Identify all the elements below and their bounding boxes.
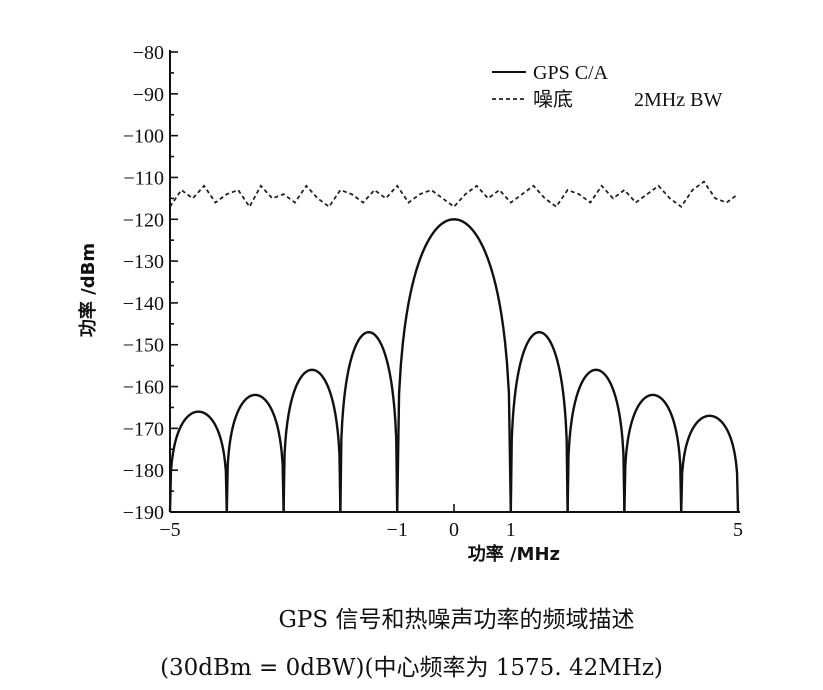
x-tick-label: 5 [733, 519, 743, 541]
side-lobe [168, 410, 228, 513]
side-lobe [225, 393, 285, 513]
y-tick-label: −190 [123, 502, 164, 524]
x-tick-label: −1 [387, 519, 408, 541]
legend-label-noise: 噪底 [533, 88, 573, 111]
side-lobe [566, 368, 626, 513]
side-lobe [339, 330, 399, 513]
y-tick-label: −110 [123, 167, 164, 189]
x-tick-label: −5 [159, 519, 180, 541]
side-lobe [680, 414, 740, 513]
x-tick-label: 1 [506, 519, 516, 541]
y-tick-label: −180 [123, 460, 164, 482]
side-lobe [623, 393, 683, 513]
bandwidth-note: 2MHz BW [634, 89, 722, 111]
y-tick-label: −80 [133, 42, 164, 64]
side-lobe [282, 368, 342, 513]
axes-group: −80−90−100−110−120−130−140−150−160−170−1… [123, 42, 743, 541]
y-tick-label: −90 [133, 84, 164, 106]
series-group [168, 180, 740, 513]
y-tick-label: −140 [123, 293, 164, 315]
noise-floor-line [169, 180, 739, 209]
y-tick-label: −170 [123, 418, 164, 440]
main-lobe [396, 218, 512, 513]
figure-caption-title: GPS 信号和热噪声功率的频域描述 [278, 607, 635, 633]
y-tick-label: −150 [123, 335, 164, 357]
y-tick-label: −120 [123, 209, 164, 231]
y-tick-label: −130 [123, 251, 164, 273]
figure-caption-note: (30dBm = 0dBW)(中心频率为 1575. 42MHz) [160, 655, 663, 681]
legend: GPS C/A 噪底 2MHz BW [492, 62, 722, 111]
y-tick-label: −100 [123, 126, 164, 148]
y-tick-label: −160 [123, 377, 164, 399]
x-axis-title: 功率 /MHz [468, 543, 560, 565]
y-axis-title: 功率 /dBm [77, 243, 99, 337]
legend-label-gps: GPS C/A [533, 62, 609, 84]
x-tick-label: 0 [449, 519, 459, 541]
chart: −80−90−100−110−120−130−140−150−160−170−1… [77, 42, 743, 565]
side-lobe [509, 330, 569, 513]
